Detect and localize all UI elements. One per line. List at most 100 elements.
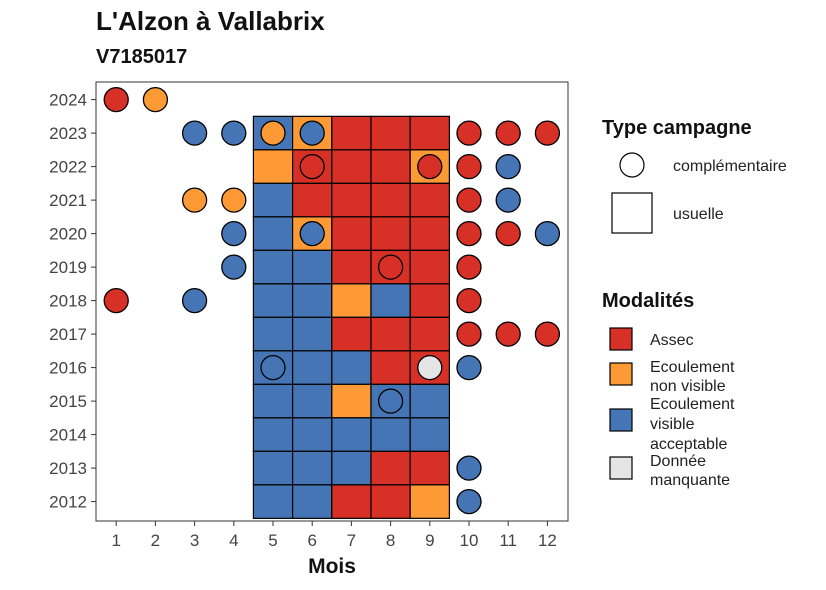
usuelle-cell-2021-9 [409,182,451,218]
legend-label-nonvisible: Ecoulement non visible [650,359,735,395]
y-tick-label: 2021 [49,191,87,210]
legend-square-key [611,192,653,234]
usuelle-cell-2014-6 [292,417,333,452]
complementaire-point-2022-11 [495,153,521,180]
usuelle-cell-2012-7 [331,484,372,519]
x-tick-label: 1 [111,531,120,550]
usuelle-cell-2016-6 [292,350,333,385]
complementaire-point-2021-3 [181,187,208,213]
y-tick-label: 2019 [49,258,87,277]
complementaire-point-2016-10 [456,354,482,381]
complementaire-point-2020-12 [534,220,561,247]
usuelle-cell-2014-5 [252,417,294,452]
usuelle-cell-2015-6 [292,383,333,419]
complementaire-point-2023-3 [181,120,208,146]
plot-panel [95,81,569,522]
chart-title: L'Alzon à Vallabrix [96,6,325,36]
usuelle-cell-2017-6 [292,316,333,352]
usuelle-cell-2014-9 [409,417,451,452]
usuelle-cell-2013-5 [252,450,294,486]
complementaire-point-2020-6 [299,220,325,247]
x-tick-label: 2 [151,531,160,550]
complementaire-point-2017-11 [495,321,521,347]
usuelle-cell-2021-5 [252,182,294,218]
complementaire-point-2022-10 [456,153,482,180]
x-tick-label: 9 [425,531,434,550]
usuelle-cells [252,115,451,519]
usuelle-cell-2017-9 [409,316,451,352]
legend-modalites: Modalités Assec Ecoulement non visibleEcou… [602,290,735,489]
y-axis: 2012 2013 2014 2015 2016 2017 2018 2019 2020 2021… [49,91,96,512]
x-tick-label: 3 [190,531,199,550]
legend-key-assec [609,327,633,351]
complementaire-point-2018-3 [181,287,208,314]
usuelle-cell-2018-7 [331,283,372,318]
usuelle-cell-2020-9 [409,216,451,251]
usuelle-cell-2012-9 [409,484,451,519]
usuelle-cell-2019-7 [331,249,372,285]
usuelle-cell-2016-8 [370,350,411,385]
usuelle-cell-2019-5 [252,249,294,285]
legend-label-assec: Assec [650,332,694,349]
x-tick-label: 12 [538,531,557,550]
complementaire-point-2020-10 [456,220,482,247]
y-tick-label: 2016 [49,359,87,378]
complementaire-point-2022-6 [299,153,325,180]
complementaire-point-2023-11 [495,120,521,146]
usuelle-cell-2012-5 [252,484,294,519]
chart-subtitle: V7185017 [96,46,188,68]
y-tick-label: 2014 [49,426,87,445]
usuelle-cell-2018-6 [292,283,333,318]
legend-key-missing [609,456,633,480]
y-tick-label: 2024 [49,91,87,110]
usuelle-cell-2013-7 [331,450,372,486]
usuelle-cell-2023-9 [409,115,451,151]
legend-campaign: Type campagne complémentaire usuelle [602,117,787,234]
y-tick-label: 2015 [49,392,87,411]
complementaire-point-2023-12 [534,120,561,146]
x-tick-label: 11 [499,531,517,550]
usuelle-cell-2015-5 [252,383,294,419]
usuelle-cell-2020-7 [331,216,372,251]
complementaire-point-2012-10 [456,488,482,515]
y-tick-label: 2023 [49,124,87,143]
usuelle-cell-2018-8 [370,283,411,318]
usuelle-cell-2022-8 [370,149,411,184]
usuelle-cell-2022-5 [252,149,294,184]
usuelle-cell-2019-9 [409,249,451,285]
y-tick-label: 2012 [49,493,87,512]
legend-usuelle-label: usuelle [673,206,724,223]
usuelle-cell-2019-6 [292,249,333,285]
complementaire-point-2017-10 [456,321,482,347]
y-tick-label: 2018 [49,292,87,311]
usuelle-cell-2018-5 [252,283,294,318]
complementaire-point-2019-10 [456,254,482,280]
legend-campaign-title: Type campagne [602,117,752,139]
x-tick-label: 8 [386,531,395,550]
complementaire-point-2023-5 [260,120,286,146]
legend-label-missing: Donnée manquante [650,453,730,489]
usuelle-cell-2013-9 [409,450,451,486]
complementaire-point-2019-4 [221,254,247,280]
complementaire-point-2020-4 [221,220,247,247]
complementaire-point-2018-1 [103,287,129,314]
complementaire-point-2023-6 [299,120,325,146]
usuelle-cell-2017-8 [370,316,411,352]
complementaire-point-2021-4 [221,187,247,213]
y-tick-label: 2022 [49,158,87,177]
usuelle-cell-2016-7 [331,350,372,385]
complementaire-point-2021-10 [456,187,482,213]
usuelle-cell-2017-7 [331,316,372,352]
usuelle-cell-2015-7 [331,383,372,419]
legend-modalites-title: Modalités [602,290,694,312]
y-tick-label: 2013 [49,459,87,478]
usuelle-cell-2021-6 [292,182,333,218]
complementaire-point-2024-2 [142,86,169,113]
x-tick-label: 7 [347,531,356,550]
usuelle-cell-2020-8 [370,216,411,251]
x-tick-label: 10 [460,531,479,550]
usuelle-cell-2018-9 [409,283,451,318]
legend-key-visible [609,408,633,432]
usuelle-cell-2022-7 [331,149,372,184]
